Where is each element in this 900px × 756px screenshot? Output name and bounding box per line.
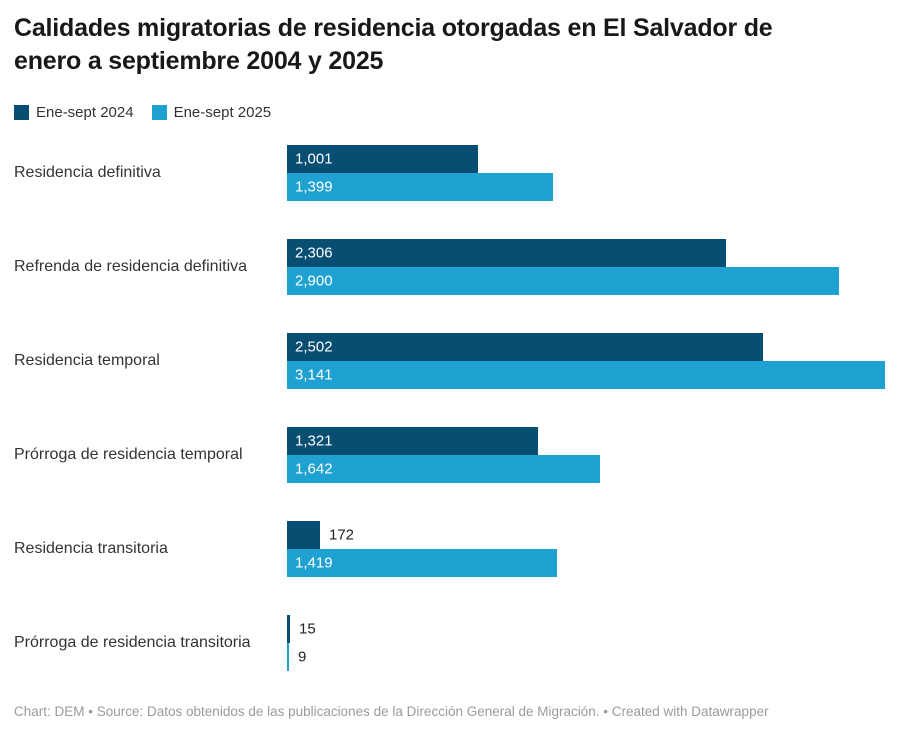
bar-value-label: 1,419 — [295, 554, 333, 572]
chart-row: Residencia temporal 2,502 3,141 — [0, 333, 900, 389]
chart-footer-attribution: Chart: DEM • Source: Datos obtenidos de … — [14, 704, 769, 719]
bar-value-label: 3,141 — [295, 366, 333, 384]
chart-row: Prórroga de residencia transitoria 15 9 — [0, 615, 900, 671]
bar-2025 — [287, 267, 839, 295]
page-title: Calidades migratorias de residencia otor… — [14, 14, 773, 75]
category-label: Residencia temporal — [14, 352, 160, 369]
chart-row: Prórroga de residencia temporal 1,321 1,64… — [0, 427, 900, 483]
bar-value-label: 2,502 — [295, 338, 333, 356]
bar-2024 — [287, 615, 290, 643]
chart-row: Residencia transitoria 172 1,419 — [0, 521, 900, 577]
chart-legend: Ene-sept 2024 Ene-sept 2025 — [14, 104, 271, 121]
bar-value-label: 2,306 — [295, 244, 333, 262]
bar-2024 — [287, 427, 538, 455]
bar-value-label: 1,642 — [295, 460, 333, 478]
bar-2025 — [287, 643, 289, 671]
bar-2024 — [287, 333, 763, 361]
bar-2025 — [287, 549, 557, 577]
category-label: Residencia transitoria — [14, 540, 168, 557]
legend-item-2025: Ene-sept 2025 — [151, 104, 272, 121]
legend-swatch-2024-icon — [14, 105, 29, 120]
category-label: Prórroga de residencia temporal — [14, 446, 243, 463]
category-label: Refrenda de residencia definitiva — [14, 258, 248, 275]
bar-value-label: 1,321 — [295, 432, 333, 450]
bar-chart: Residencia definitiva 1,001 1,399 Refrenda … — [0, 145, 900, 705]
bar-value-label: 172 — [329, 526, 355, 544]
legend-label-2024: Ene-sept 2024 — [36, 104, 134, 121]
bar-2025 — [287, 173, 553, 201]
legend-swatch-2025-icon — [151, 105, 167, 120]
bar-2024 — [287, 521, 320, 549]
category-label: Prórroga de residencia transitoria — [14, 634, 251, 651]
legend-item-2024: Ene-sept 2024 — [14, 104, 134, 121]
bar-value-label: 9 — [298, 648, 307, 666]
category-label: Residencia definitiva — [14, 164, 161, 181]
legend-label-2025: Ene-sept 2025 — [173, 104, 272, 121]
bar-value-label: 15 — [299, 620, 316, 638]
bar-2024 — [287, 239, 726, 267]
bar-2025 — [287, 361, 885, 389]
chart-row: Residencia definitiva 1,001 1,399 — [0, 145, 900, 201]
bar-2024 — [287, 145, 478, 173]
chart-row: Refrenda de residencia definitiva 2,306 2,… — [0, 239, 900, 295]
bar-value-label: 1,399 — [295, 178, 333, 196]
bar-2025 — [287, 455, 600, 483]
bar-value-label: 2,900 — [295, 272, 333, 290]
bar-value-label: 1,001 — [295, 150, 333, 168]
